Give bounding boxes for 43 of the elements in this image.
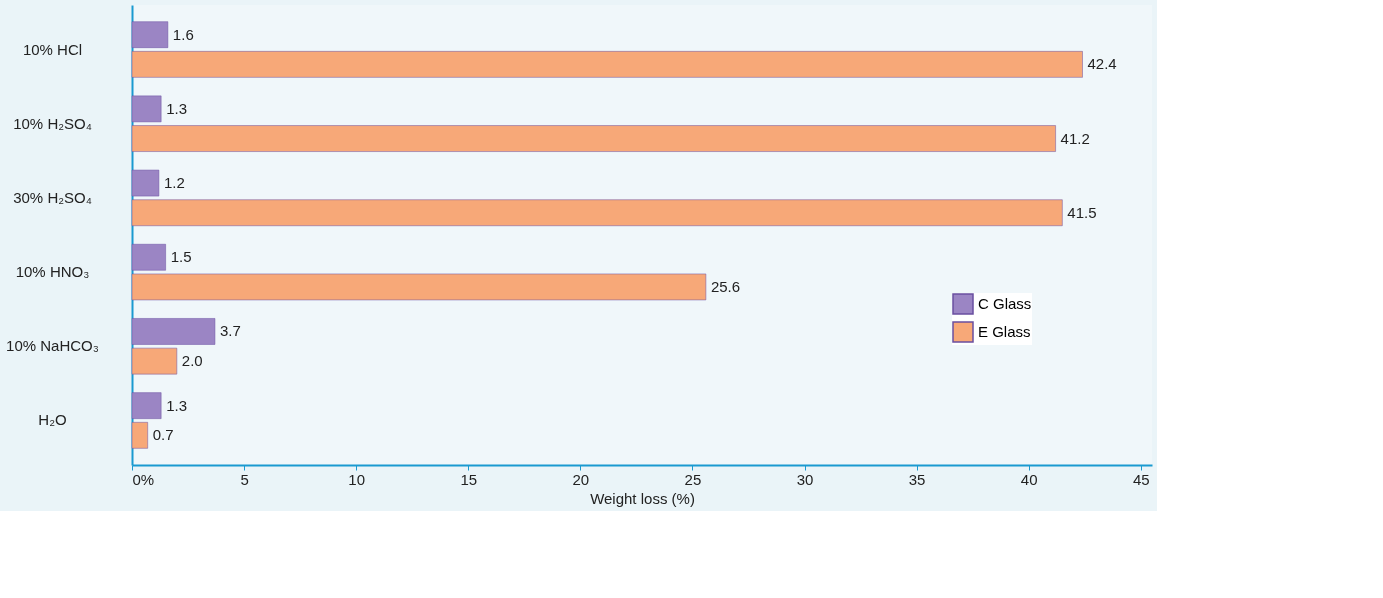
text: 1.3 xyxy=(166,396,187,414)
x-tick-label: 30 xyxy=(796,470,814,488)
text: 0.7 xyxy=(152,426,174,444)
bar xyxy=(131,273,707,301)
text: 2.0 xyxy=(181,352,203,370)
bar xyxy=(131,199,1063,226)
x-tick-label: 20 xyxy=(572,470,590,488)
x-tick-label: 25 xyxy=(684,470,702,488)
bar xyxy=(131,95,162,123)
text: 1.6 xyxy=(172,25,194,43)
text: 1.5 xyxy=(170,248,192,266)
bar xyxy=(131,125,1056,152)
bar xyxy=(131,169,160,197)
x-tick-label: 10 xyxy=(348,470,366,488)
bar xyxy=(131,21,169,48)
x-axis-title: Weight loss (%) xyxy=(590,489,695,507)
x-tick-label: 40 xyxy=(1020,470,1038,488)
bar xyxy=(131,347,178,375)
x-tick-label: 15 xyxy=(460,470,478,488)
bar xyxy=(131,51,1083,78)
text: 42.4 xyxy=(1087,55,1117,73)
text: 1.3 xyxy=(166,99,187,117)
x-tick-label: 35 xyxy=(908,470,926,488)
y-tick-label: 30% H₂SO₄ xyxy=(13,188,92,206)
bar xyxy=(131,422,148,449)
y-tick-label: 10% HNO₃ xyxy=(15,263,90,281)
x-tick-label: 45 xyxy=(1132,470,1150,488)
y-tick-label: 10% HCl xyxy=(22,40,83,58)
text: 41.5 xyxy=(1067,203,1097,221)
x-tick-label: 5 xyxy=(240,470,249,488)
x-tick-label: 0% xyxy=(132,470,155,488)
y-tick-label: H₂O xyxy=(38,411,67,429)
y-tick-label: 10% H₂SO₄ xyxy=(13,114,92,132)
legend-label: C Glass xyxy=(978,295,1032,312)
y-tick-label: 10% NaHCO₃ xyxy=(6,337,99,355)
text: 1.2 xyxy=(163,174,185,192)
bar xyxy=(131,244,166,271)
bar xyxy=(131,392,162,419)
text: 25.6 xyxy=(710,277,741,295)
bar xyxy=(131,318,216,345)
legend-label: E Glass xyxy=(978,323,1031,340)
text: 41.2 xyxy=(1060,129,1090,147)
text: 3.7 xyxy=(219,322,241,340)
